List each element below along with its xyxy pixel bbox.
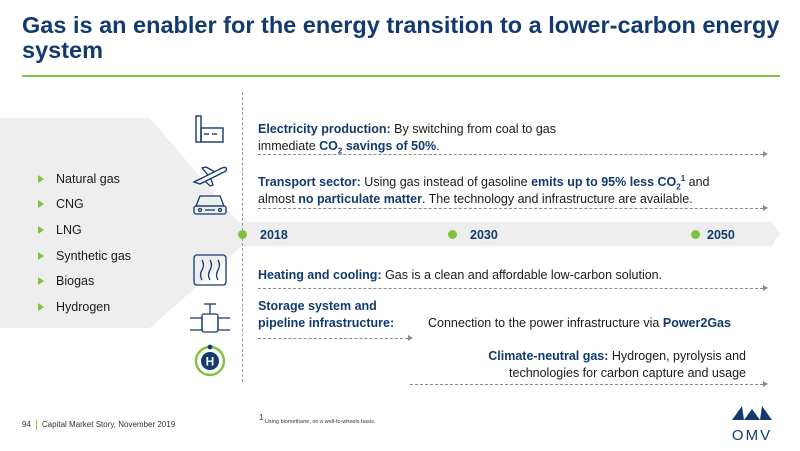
year-2030: 2030	[470, 228, 498, 242]
transport-label: Transport sector:	[258, 175, 361, 189]
arrow-right-icon	[763, 151, 768, 157]
logo-mark-left	[732, 406, 744, 420]
fuel-label: Natural gas	[56, 171, 120, 186]
storage-dashed-line	[258, 338, 408, 339]
fuel-arrow-background	[0, 118, 780, 328]
fuel-label: Hydrogen	[56, 299, 111, 314]
storage-text-block: Connection to the power infrastructure v…	[428, 315, 768, 332]
fuel-label: CNG	[56, 197, 84, 212]
arrow-body	[0, 118, 238, 328]
electricity-row: Electricity production: By switching fro…	[258, 121, 758, 155]
climate-dashed-line	[410, 384, 763, 385]
storage-label-block: Storage system and pipeline infrastructu…	[258, 298, 428, 331]
heating-dashed-line	[258, 288, 763, 289]
title-underline	[22, 75, 780, 77]
plane-icon	[192, 166, 228, 187]
arrow-right-icon	[763, 205, 768, 211]
co2-label: CO	[319, 138, 338, 153]
transport-and: and	[685, 175, 710, 189]
co2-subscript: 2	[676, 182, 681, 192]
logo-mark-right	[760, 406, 772, 420]
electricity-end: .	[436, 138, 440, 153]
timeline-dot-2030	[448, 230, 457, 239]
arrow-right-icon	[763, 285, 768, 291]
storage-text: Connection to the power infrastructure v…	[428, 316, 663, 330]
transport-almost: almost	[258, 191, 299, 206]
bullet-arrow-icon	[38, 277, 44, 286]
document-name: Capital Market Story, November 2019	[41, 420, 176, 430]
power-plant-icon	[195, 115, 224, 143]
hydrogen-icon: H	[194, 344, 226, 377]
footnote-text: Using biomethane, on a well-to-wheels ba…	[264, 418, 376, 425]
car-icon	[193, 195, 227, 215]
fuel-item: CNG	[38, 192, 131, 218]
transport-row: Transport sector: Using gas instead of g…	[258, 174, 788, 207]
storage-label-line1: Storage system and	[258, 299, 377, 313]
electricity-label: Electricity production:	[258, 122, 391, 136]
co2-subscript: 2	[337, 146, 343, 155]
bullet-arrow-icon	[38, 302, 44, 311]
year-2050: 2050	[707, 228, 735, 242]
fuel-item: Hydrogen	[38, 294, 131, 320]
storage-label-line2: pipeline infrastructure:	[258, 315, 395, 330]
electricity-text: By switching from coal to gas	[390, 122, 557, 136]
fuel-label: Biogas	[56, 274, 95, 289]
footnote-number: 1	[259, 413, 264, 422]
heating-label: Heating and cooling:	[258, 268, 382, 282]
fuel-list: Natural gas CNG LNG Synthetic gas Biogas…	[38, 166, 131, 320]
bullet-arrow-icon	[38, 251, 44, 260]
arrow-right-icon	[763, 381, 768, 387]
power2gas-highlight: Power2Gas	[662, 316, 731, 330]
savings-highlight: savings of 50%	[342, 138, 437, 153]
bullet-arrow-icon	[38, 225, 44, 234]
year-2018: 2018	[260, 228, 288, 242]
fuel-item: Biogas	[38, 268, 131, 294]
fuel-item: LNG	[38, 217, 131, 243]
transport-rest: . The technology and infrastructure are …	[421, 191, 693, 206]
bullet-arrow-icon	[38, 200, 44, 209]
climate-label: Climate-neutral gas:	[488, 349, 609, 363]
fuel-label: Synthetic gas	[56, 248, 132, 263]
footer-divider	[35, 420, 37, 430]
fuel-item: Synthetic gas	[38, 243, 131, 269]
transport-text: Using gas instead of gasoline	[360, 175, 532, 189]
omv-logo: OMV	[732, 406, 772, 444]
heating-text: Gas is a clean and affordable low-carbon…	[381, 268, 663, 282]
logo-text: OMV	[732, 427, 772, 444]
logo-mark-center	[744, 409, 760, 420]
pipeline-valve-icon	[190, 303, 230, 333]
page-title: Gas is an enabler for the energy transit…	[22, 12, 780, 63]
footer: 94 Capital Market Story, November 2019	[22, 420, 175, 430]
climate-text-2: technologies for carbon capture and usag…	[509, 365, 746, 380]
footnote-marker: 1	[680, 173, 686, 183]
electricity-dashed-line	[258, 154, 763, 155]
fuel-item: Natural gas	[38, 166, 131, 192]
footnote: 1 Using biomethane, on a well-to-wheels …	[259, 414, 376, 425]
particulate-highlight: no particulate matter	[298, 191, 422, 206]
arrow-right-icon	[408, 335, 413, 341]
electricity-text-2: immediate	[258, 138, 320, 153]
bullet-arrow-icon	[38, 174, 44, 183]
climate-text: Hydrogen, pyrolysis and	[608, 349, 746, 363]
timeline-dot-2018	[238, 230, 247, 239]
emissions-highlight: emits up to 95% less CO	[531, 175, 677, 189]
transport-dashed-line	[258, 208, 763, 209]
heating-row: Heating and cooling: Gas is a clean and …	[258, 267, 778, 284]
svg-text:H: H	[206, 355, 215, 369]
heating-icon	[193, 254, 227, 286]
climate-row: Climate-neutral gas: Hydrogen, pyrolysis…	[440, 348, 746, 381]
timeline-dot-2050	[691, 230, 700, 239]
page-number: 94	[22, 420, 31, 430]
fuel-label: LNG	[56, 222, 82, 237]
